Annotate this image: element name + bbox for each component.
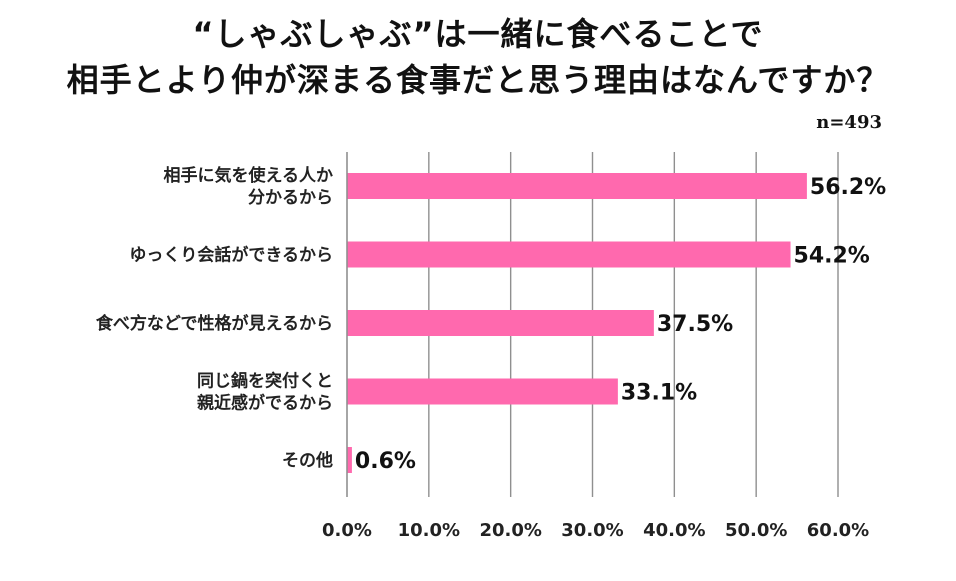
x-tick-label: 30.0% (561, 520, 623, 541)
category-label: 相手に気を使える人か (164, 165, 334, 186)
bar (347, 447, 352, 473)
data-label: 37.5% (657, 312, 733, 337)
x-tick-label: 40.0% (643, 520, 705, 541)
category-label: ゆっくり会話ができるから (129, 245, 333, 266)
category-label: 分かるから (248, 188, 333, 208)
bar (347, 310, 654, 336)
x-tick-label: 10.0% (398, 520, 460, 541)
sample-size-note: n=493 (816, 112, 882, 133)
data-label: 0.6% (355, 449, 416, 474)
data-label: 33.1% (621, 381, 697, 406)
bar (347, 378, 618, 405)
chart-title-line-2: 相手とより仲が深まる食事だと思う理由はなんですか？ (66, 61, 890, 99)
x-tick-label: 50.0% (725, 520, 787, 541)
bar (347, 241, 791, 268)
bar (347, 173, 807, 199)
category-label: その他 (282, 450, 333, 471)
x-tick-label: 60.0% (807, 520, 869, 541)
x-tick-label: 20.0% (479, 520, 541, 541)
data-label: 56.2% (810, 175, 886, 200)
x-tick-label: 0.0% (322, 520, 372, 541)
category-label: 食べ方などで性格が見えるから (96, 313, 333, 334)
category-label: 同じ鍋を突付くと (197, 371, 333, 392)
data-label: 54.2% (794, 244, 870, 269)
category-label: 親近感がでるから (197, 393, 333, 414)
chart-title-line-1: “しゃぶしゃぶ”は一緒に食べることで (192, 15, 764, 53)
